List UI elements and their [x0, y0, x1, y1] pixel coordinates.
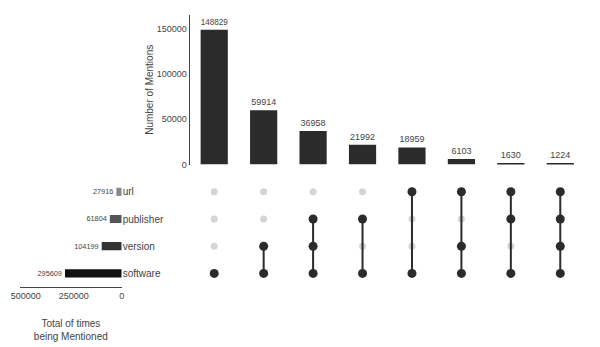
- svg-text:100000: 100000: [157, 69, 187, 79]
- svg-text:21992: 21992: [350, 132, 375, 142]
- svg-text:36958: 36958: [301, 118, 326, 128]
- svg-text:61804: 61804: [86, 214, 106, 223]
- svg-text:1630: 1630: [501, 150, 521, 160]
- svg-text:59914: 59914: [251, 97, 276, 107]
- svg-text:Number of Mentions: Number of Mentions: [144, 45, 155, 135]
- svg-text:version: version: [123, 241, 155, 252]
- svg-text:software: software: [123, 268, 161, 279]
- svg-text:publisher: publisher: [123, 214, 164, 225]
- svg-text:148829: 148829: [201, 18, 229, 27]
- svg-text:104199: 104199: [74, 242, 98, 251]
- svg-text:1224: 1224: [550, 150, 570, 160]
- svg-text:Total of timesbeing Mentioned: Total of timesbeing Mentioned: [34, 318, 108, 342]
- svg-text:0: 0: [119, 291, 124, 301]
- svg-text:500000: 500000: [11, 291, 41, 301]
- svg-text:18959: 18959: [399, 134, 424, 144]
- svg-text:250000: 250000: [59, 291, 89, 301]
- svg-text:url: url: [123, 186, 134, 197]
- svg-text:150000: 150000: [157, 24, 187, 34]
- svg-text:0: 0: [182, 160, 187, 170]
- svg-text:295609: 295609: [37, 269, 61, 278]
- svg-text:6103: 6103: [451, 146, 471, 156]
- svg-text:50000: 50000: [162, 114, 187, 124]
- svg-text:27916: 27916: [93, 187, 113, 196]
